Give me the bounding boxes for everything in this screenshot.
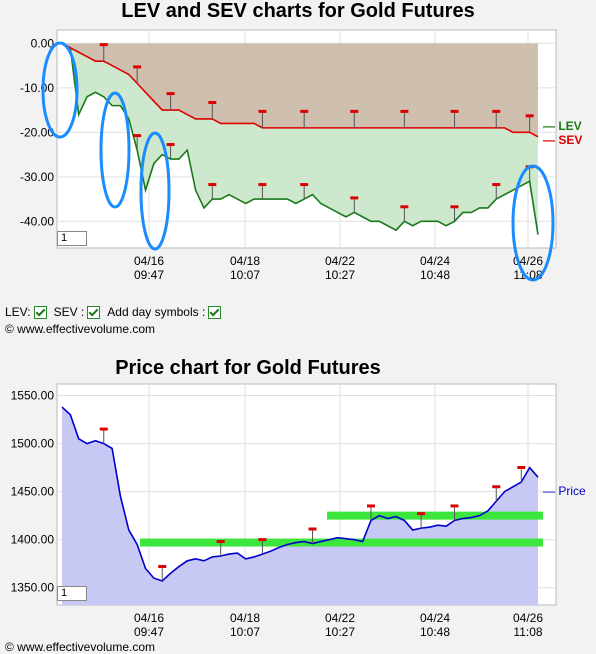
day-symbols-checkbox[interactable]	[208, 305, 222, 319]
sev-line	[61, 42, 539, 138]
day-marker	[525, 114, 534, 118]
y-tick-label: 1400.00	[11, 533, 55, 547]
chart1-title: LEV and SEV charts for Gold Futures	[121, 0, 475, 22]
legend-controls: LEV: SEV : Add day symbols :	[5, 305, 225, 319]
day-marker	[99, 427, 108, 431]
y-tick-label: 1550.00	[11, 389, 55, 403]
day-marker	[300, 109, 309, 113]
day-marker	[216, 539, 225, 543]
day-marker	[300, 183, 309, 187]
x-tick-date: 04/26	[513, 611, 543, 625]
day-marker	[133, 134, 142, 138]
resistance-band	[327, 511, 543, 520]
y-tick-label: 1350.00	[11, 581, 55, 595]
x-tick-date: 04/24	[420, 254, 450, 268]
x-tick-date: 04/18	[230, 254, 260, 268]
y-tick-label: -30.00	[20, 170, 54, 184]
sev-area	[62, 43, 538, 137]
sev-legend: — SEV	[543, 133, 582, 147]
y-tick-label: 1500.00	[11, 437, 55, 451]
day-marker	[166, 143, 175, 147]
highlight-ellipse	[139, 131, 171, 251]
y-tick-label: 0.00	[31, 36, 55, 50]
day-marker	[208, 100, 217, 104]
highlight-ellipse	[511, 164, 555, 282]
day-marker	[258, 109, 267, 113]
x-tick-time: 11:08	[513, 625, 542, 639]
highlight-ellipse	[41, 41, 79, 139]
day-marker	[417, 512, 426, 516]
x-tick-date: 04/16	[134, 254, 164, 268]
x-tick-time: 09:47	[134, 625, 164, 639]
day-marker	[208, 183, 217, 187]
lev-area	[62, 43, 538, 235]
day-marker	[492, 109, 501, 113]
highlight-ellipse	[99, 91, 131, 209]
day-marker	[492, 485, 501, 489]
day-marker	[517, 466, 526, 470]
x-tick-time: 09:47	[134, 268, 164, 282]
copyright-2: © www.effectivevolume.com	[5, 640, 156, 654]
y-tick-label: 1450.00	[11, 485, 55, 499]
price-legend: — Price	[543, 484, 586, 498]
day-marker	[450, 205, 459, 209]
day-marker	[450, 109, 459, 113]
x-tick-date: 04/16	[134, 611, 164, 625]
day-marker	[492, 183, 501, 187]
day-marker	[158, 564, 167, 568]
day-marker	[366, 504, 375, 508]
lev-checkbox-label: LEV:	[5, 305, 31, 319]
lev-legend: — LEV	[543, 119, 582, 133]
day-marker	[99, 43, 108, 47]
sev-checkbox-label: SEV :	[53, 305, 85, 319]
day-marker	[450, 504, 459, 508]
chart2-title: Price chart for Gold Futures	[115, 357, 381, 379]
day-marker	[350, 109, 359, 113]
x-tick-time: 10:07	[230, 268, 260, 282]
x-tick-time: 10:48	[420, 268, 450, 282]
x-tick-time: 10:07	[230, 625, 260, 639]
chart1-input[interactable]: 1	[57, 231, 87, 246]
day-marker	[308, 527, 317, 531]
copyright: © www.effectivevolume.com	[5, 322, 156, 336]
x-tick-time: 10:48	[420, 625, 450, 639]
x-tick-date: 04/18	[230, 611, 260, 625]
x-tick-time: 10:27	[325, 268, 355, 282]
y-tick-label: -20.00	[20, 125, 54, 139]
day-marker	[258, 538, 267, 542]
price-line	[61, 406, 539, 582]
support-band	[140, 538, 543, 547]
day-marker	[166, 92, 175, 96]
lev-checkbox[interactable]	[33, 305, 47, 319]
sev-checkbox[interactable]	[87, 305, 101, 319]
chart2-input[interactable]: 1	[57, 586, 87, 601]
day-marker	[258, 183, 267, 187]
day-marker	[400, 205, 409, 209]
y-tick-label: -40.00	[20, 214, 54, 228]
day-marker	[400, 109, 409, 113]
y-tick-label: -10.00	[20, 81, 54, 95]
x-tick-date: 04/24	[420, 611, 450, 625]
x-tick-date: 04/22	[325, 254, 355, 268]
plot-area	[56, 383, 557, 606]
x-tick-date: 04/22	[325, 611, 355, 625]
day-marker	[350, 196, 359, 200]
price-area	[62, 407, 538, 605]
day-symbols-label: Add day symbols :	[107, 305, 206, 319]
x-tick-time: 10:27	[325, 625, 355, 639]
day-marker	[133, 65, 142, 69]
